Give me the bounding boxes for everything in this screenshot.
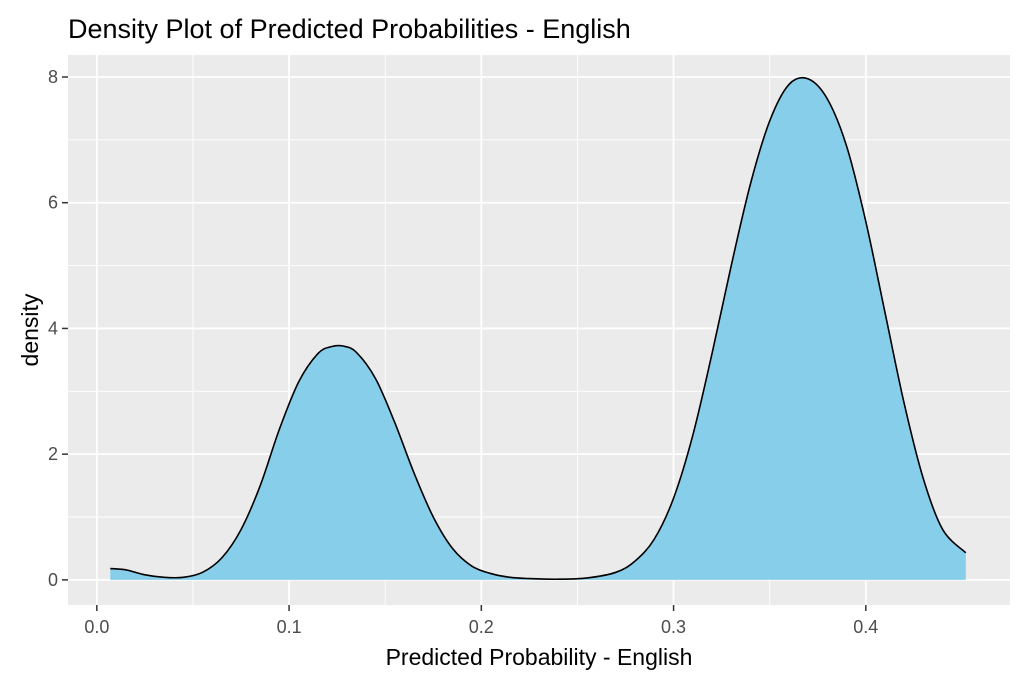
x-tick-label: 0.0 <box>84 617 109 637</box>
y-axis: 0 2 4 6 8 <box>48 67 68 590</box>
y-tick-label: 8 <box>48 67 58 87</box>
x-tick-label: 0.3 <box>661 617 686 637</box>
y-tick-label: 2 <box>48 444 58 464</box>
x-tick-label: 0.2 <box>469 617 494 637</box>
x-axis-title: Predicted Probability - English <box>386 644 693 670</box>
x-axis: 0.0 0.1 0.2 0.3 0.4 <box>84 605 878 637</box>
chart-title: Density Plot of Predicted Probabilities … <box>68 14 631 44</box>
y-tick-label: 0 <box>48 570 58 590</box>
x-tick-label: 0.4 <box>853 617 878 637</box>
y-axis-title: density <box>17 293 43 366</box>
x-tick-label: 0.1 <box>277 617 302 637</box>
y-tick-label: 4 <box>48 318 58 338</box>
density-area <box>110 77 966 580</box>
density-curve <box>110 76 967 581</box>
y-tick-label: 6 <box>48 193 58 213</box>
